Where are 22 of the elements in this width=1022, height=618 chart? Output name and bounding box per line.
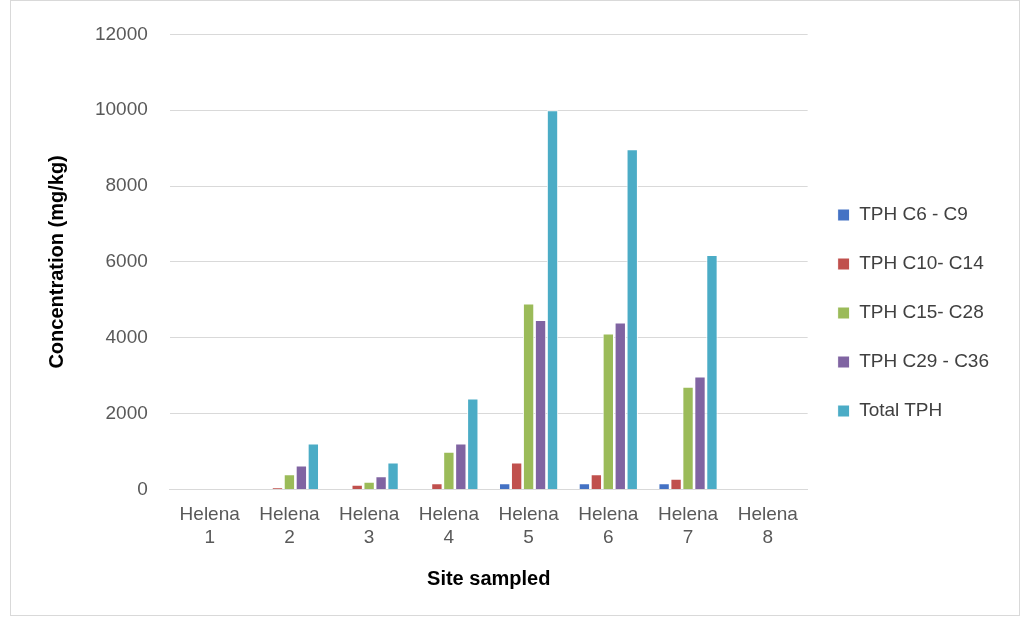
legend-label: TPH C15- C28 <box>859 301 984 323</box>
x-tick-label: Helena 1 <box>179 503 241 547</box>
x-tick-label: Helena 6 <box>578 503 639 547</box>
x-tick-label: Helena 4 <box>418 503 480 547</box>
legend-label: TPH C10- C14 <box>859 252 985 274</box>
legend-label: TPH C6 - C9 <box>859 203 968 225</box>
y-tick-label: 8000 <box>105 174 148 196</box>
y-tick-label: 4000 <box>105 325 148 347</box>
y-axis-title: Concentration (mg/kg) <box>44 155 67 369</box>
y-tick-label: 0 <box>137 477 148 499</box>
x-tick-label: Helena 3 <box>339 503 400 547</box>
y-tick-label: 2000 <box>105 401 148 423</box>
y-tick-label: 10000 <box>94 98 148 120</box>
legend-label: Total TPH <box>859 399 943 421</box>
x-tick-label: Helena 5 <box>498 503 560 547</box>
x-tick-label: Helena 8 <box>737 503 799 547</box>
x-tick-label: Helena 7 <box>657 503 719 547</box>
x-axis-title: Site sampled <box>427 566 551 589</box>
y-tick-label: 12000 <box>94 22 148 44</box>
x-tick-label: Helena 2 <box>259 503 320 547</box>
y-tick-label: 6000 <box>105 250 148 272</box>
legend-label: TPH C29 - C36 <box>859 350 989 372</box>
